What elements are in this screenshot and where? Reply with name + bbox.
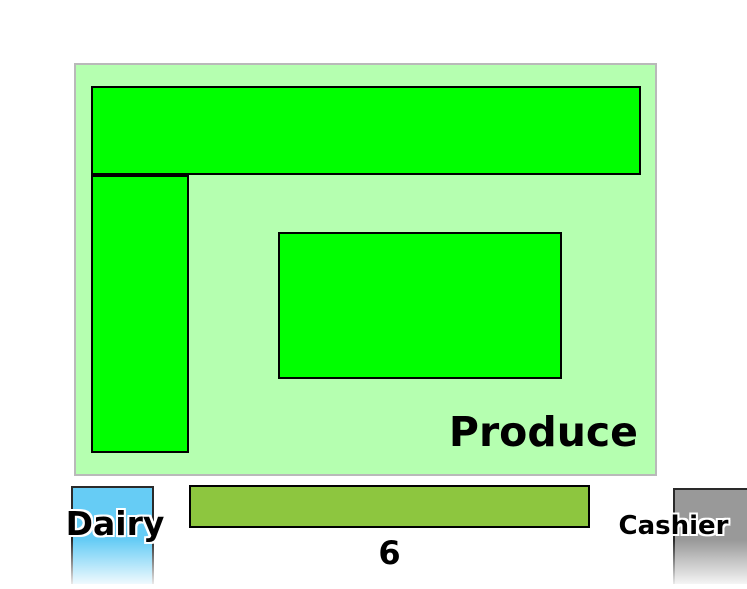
cashier-label: Cashier <box>618 511 729 541</box>
aisle-6-shelf <box>189 485 590 528</box>
produce-shelf-center <box>278 232 562 379</box>
aisle-6-label: 6 <box>378 534 401 572</box>
dairy-fade <box>71 540 154 589</box>
cashier-fade <box>673 540 747 589</box>
produce-shelf-left <box>91 175 189 453</box>
dairy-label: Dairy <box>65 504 165 543</box>
produce-shelf-top <box>91 86 641 175</box>
produce-label: Produce <box>448 408 638 456</box>
